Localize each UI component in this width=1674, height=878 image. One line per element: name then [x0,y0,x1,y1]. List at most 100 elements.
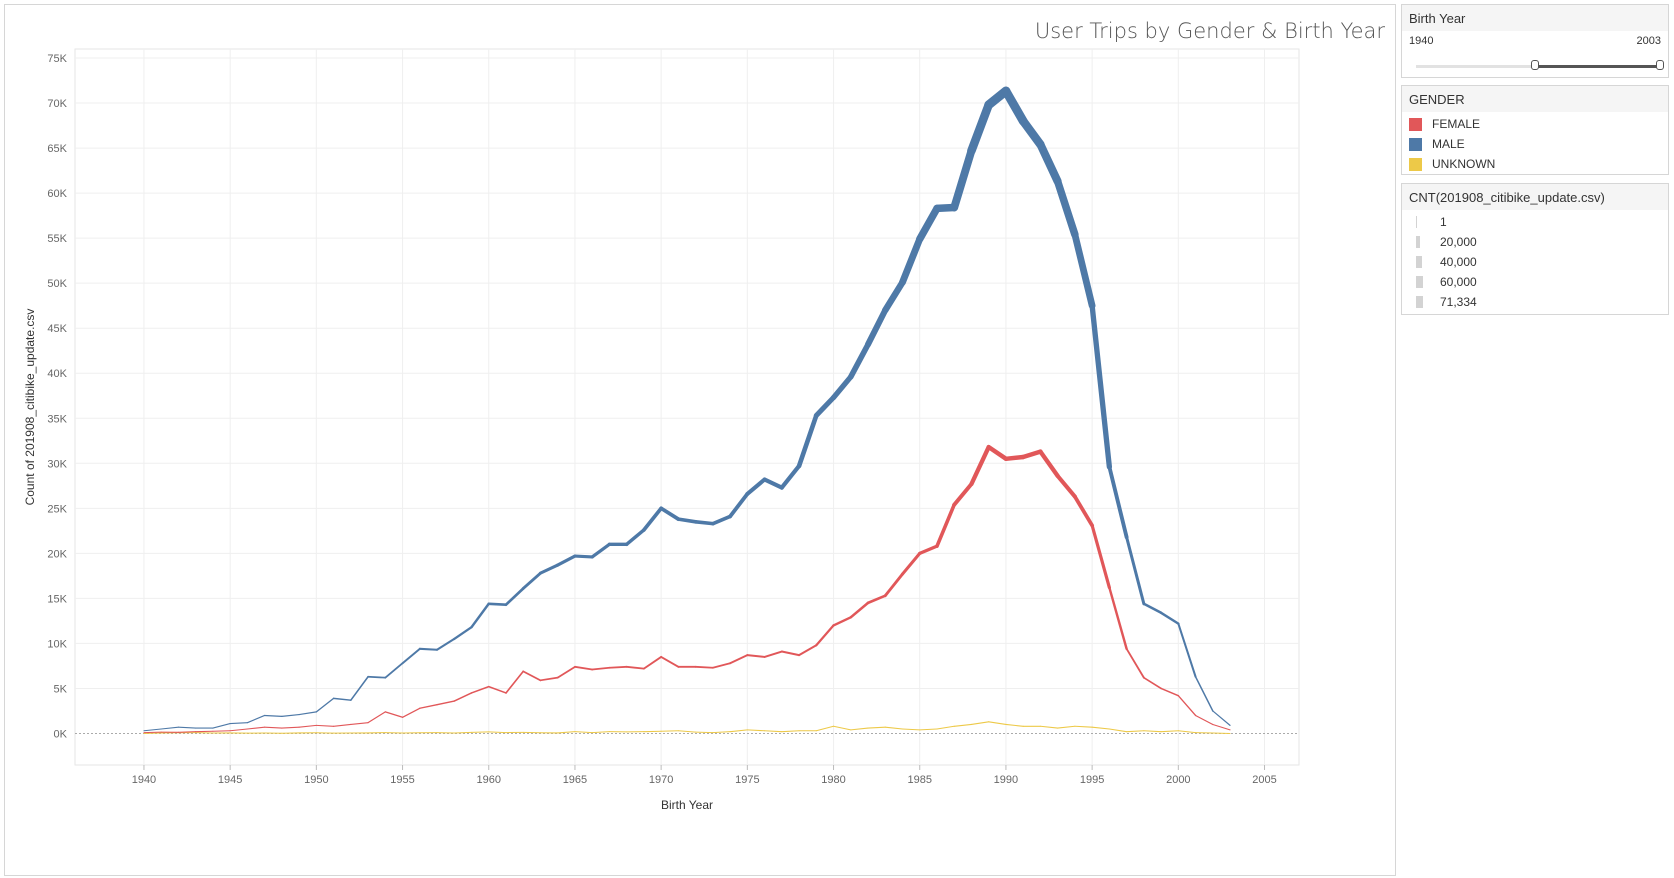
line-segment-unknown [833,725,852,731]
line-segment-male [916,204,941,243]
line-segment-female [229,728,248,732]
line-segment-male [1107,464,1129,540]
x-tick-label: 1945 [218,774,242,786]
line-segment-female [883,572,904,598]
legend-label-male: MALE [1432,137,1465,151]
line-segment-female [1003,454,1026,462]
y-tick-label: 45K [47,323,67,335]
line-segment-male [350,675,369,701]
line-segment-male [728,491,750,519]
line-segment-male [830,374,854,401]
legend-item-male[interactable]: MALE [1402,134,1668,154]
line-segment-female [1073,494,1095,528]
line-segment-female [746,654,766,658]
size-legend-label: 60,000 [1440,275,1477,289]
line-segment-female [487,685,507,694]
y-tick-label: 75K [47,53,67,65]
line-segment-female [1160,687,1180,697]
x-tick-label: 1975 [735,774,759,786]
line-segment-male [693,520,715,526]
line-segment-female [1020,449,1043,460]
size-legend-item: 71,334 [1402,292,1668,312]
line-segment-female [470,685,490,694]
line-segment-unknown [574,731,593,734]
birth-year-filter: Birth Year 1940 2003 [1401,4,1669,78]
line-segment-unknown [557,731,576,734]
line-segment-unknown [867,726,886,729]
line-segment-male [590,542,612,559]
y-tick-label: 20K [47,548,67,560]
size-legend-item: 40,000 [1402,252,1668,272]
line-segment-female [453,692,473,702]
line-segment-unknown [1039,725,1059,729]
line-segment-male [1212,710,1231,726]
line-segment-male [676,517,698,524]
legend-item-female[interactable]: FEMALE [1402,114,1668,134]
size-legend-label: 71,334 [1440,295,1477,309]
line-segment-male [1177,622,1197,678]
line-segment-unknown [1074,725,1093,728]
line-segment-male [332,697,352,701]
line-segment-female [1090,523,1111,590]
line-segment-male [453,626,473,641]
line-segment-male [418,647,439,651]
line-segment-unknown [591,731,610,734]
line-segment-unknown [453,731,473,734]
range-slider-max-handle[interactable] [1656,60,1664,70]
slider-max-label: 2003 [1636,35,1661,47]
line-segment-male [1089,303,1113,470]
line-segment-female [780,650,801,657]
x-tick-label: 1950 [304,774,328,786]
size-legend-label: 20,000 [1440,235,1477,249]
line-segment-female [849,601,870,619]
line-segment-unknown [1057,725,1076,729]
series-unknown [143,721,1231,734]
line-segment-female [384,711,404,718]
line-segment-female [729,654,749,665]
line-segment-unknown [901,728,921,731]
line-segment-male [899,235,924,286]
line-segment-male [315,697,335,713]
x-tick-label: 2000 [1166,774,1190,786]
line-segment-female [419,703,438,709]
legend-item-unknown[interactable]: UNKNOWN [1402,154,1668,174]
size-legend-label: 1 [1440,215,1447,229]
legend-swatch-male [1409,137,1422,151]
size-legend: CNT(201908_citibike_update.csv) 1 20,000… [1401,183,1669,315]
size-legend-label: 40,000 [1440,255,1477,269]
range-slider-min-handle[interactable] [1531,60,1540,70]
filter-title: Birth Year [1402,5,1668,31]
size-bar [1416,216,1417,228]
line-segment-female [505,670,525,694]
y-axis-title: Count of 201908_citibike_update.csv [23,309,37,506]
line-segment-male [642,506,663,532]
x-tick-label: 1955 [390,774,414,786]
x-tick-label: 1960 [477,774,501,786]
legend-title: GENDER [1402,86,1668,112]
line-segment-male [745,477,767,496]
line-segment-male [1053,177,1079,239]
line-segment-female [1108,586,1128,651]
line-segment-unknown [1143,730,1162,733]
y-tick-label: 10K [47,638,67,650]
line-segment-female [1038,449,1060,479]
line-segment-male [177,726,197,729]
line-segment-male [401,647,421,665]
y-tick-label: 15K [47,593,67,605]
line-segment-male [779,463,802,490]
y-tick-label: 55K [47,233,67,245]
line-segment-female [832,616,852,627]
line-segment-female [900,551,922,576]
range-slider-track[interactable] [1416,60,1664,70]
line-segment-female [711,662,732,669]
size-legend-item: 1 [1402,212,1668,232]
y-tick-label: 70K [47,98,67,110]
line-segment-female [969,444,991,487]
line-segment-male [624,528,646,547]
line-segment-female [281,726,300,729]
legend-swatch-female [1409,117,1422,131]
size-legend-item: 60,000 [1402,272,1668,292]
line-segment-female [591,666,611,671]
line-segment-male [950,146,976,212]
line-segment-unknown [764,730,783,733]
